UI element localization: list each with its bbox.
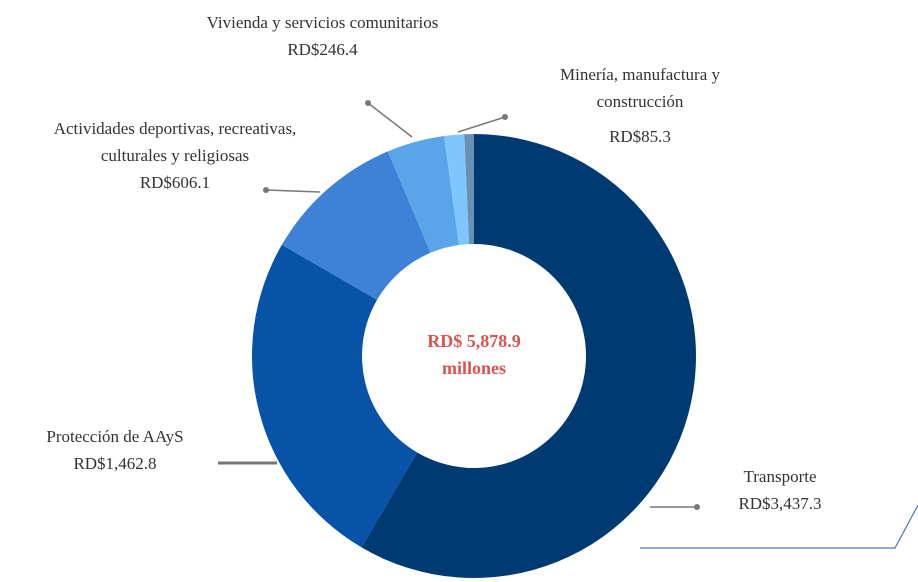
value-label: RD$1,462.8 (73, 454, 157, 473)
value-label: RD$3,437.3 (738, 494, 822, 513)
value-label: RD$606.1 (139, 173, 211, 192)
leader-dot (365, 100, 371, 106)
leader-dot (694, 504, 700, 510)
donut-slice (251, 244, 418, 548)
center-line: RD$ 5,878.9 (427, 331, 521, 351)
center-line: millones (441, 358, 506, 378)
value-label: RD$246.4 (287, 40, 358, 59)
slice-label: Transporte RD$3,437.3 (700, 463, 860, 517)
value-label: RD$85.3 (609, 127, 671, 146)
donut-slice (444, 134, 470, 246)
slice-label: Minería, manufactura y construcción RD$85… (520, 61, 760, 150)
category-name: Protección de AAyS (46, 427, 184, 446)
category-name: Vivienda y servicios comunitarios (206, 13, 439, 32)
donut-slice (361, 134, 696, 578)
donut-slice (387, 136, 459, 253)
donut-slice (281, 151, 431, 300)
slice-label: Actividades deportivas, recreativas, cul… (30, 115, 320, 196)
category-name: Transporte (743, 467, 817, 486)
center-label: RD$ 5,878.9 millones (384, 328, 564, 382)
slice-label: Vivienda y servicios comunitarios RD$246.… (190, 9, 455, 63)
slice-label: Protección de AAyS RD$1,462.8 (0, 423, 230, 477)
leader-line (367, 102, 413, 138)
leader-line (457, 116, 506, 133)
decor-line (640, 504, 918, 549)
leader-line (265, 189, 321, 193)
donut-slice (464, 134, 474, 245)
category-name: Minería, manufactura y construcción (559, 65, 720, 111)
leader-dot (502, 114, 508, 120)
leader-dot (263, 187, 269, 193)
category-name: Actividades deportivas, recreativas, cul… (53, 119, 297, 165)
